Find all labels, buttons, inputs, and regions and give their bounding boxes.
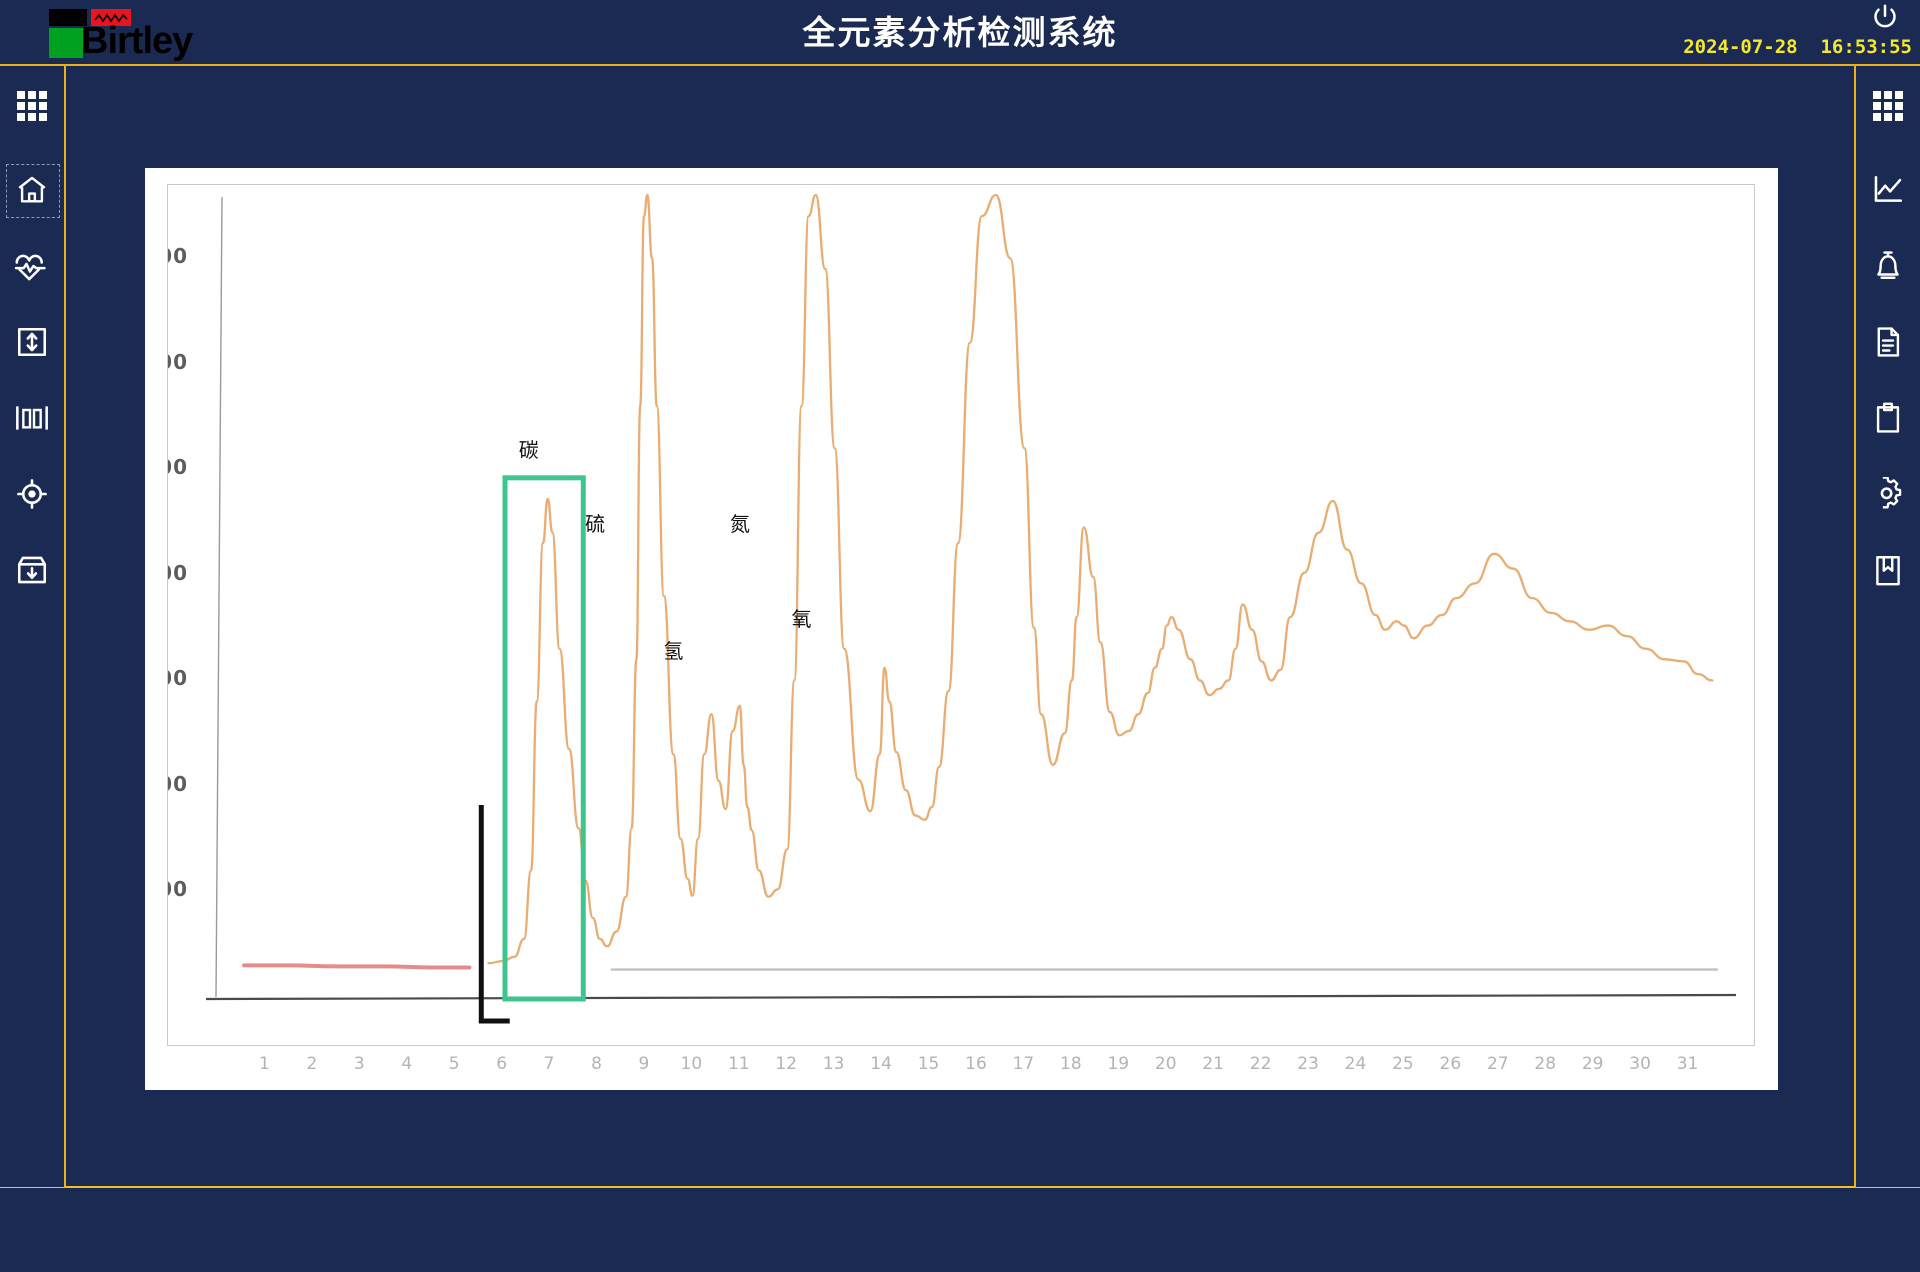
x-axis-tick-label: 17	[1012, 1054, 1035, 1074]
line-chart-icon	[1874, 175, 1903, 202]
peak-annotation-oxygen: 氧	[791, 607, 812, 632]
x-axis-tick-label: 20	[1154, 1054, 1177, 1074]
grid-icon	[17, 91, 47, 121]
y-axis-tick-label: 100	[168, 877, 188, 902]
x-axis-tick-label: 11	[727, 1054, 750, 1074]
logo-waveform-icon	[94, 13, 128, 23]
x-axis-tick-label: 4	[401, 1054, 413, 1074]
x-axis-tick-label: 19	[1107, 1054, 1130, 1074]
document-icon	[1877, 327, 1900, 357]
sidebar-item-settings[interactable]	[1856, 462, 1920, 526]
y-axis-tick-label: 200	[168, 771, 188, 796]
y-axis-tick-label: 700	[168, 244, 188, 269]
x-axis-tick-label: 10	[680, 1054, 703, 1074]
spectrum-trace-1	[242, 963, 472, 970]
x-axis-tick-label: 9	[638, 1054, 650, 1074]
x-axis-line	[205, 993, 1737, 1001]
logo-wordmark: Birtley	[81, 20, 193, 62]
page-title: 全元素分析检测系统	[802, 13, 1118, 52]
range-bracket-marker	[478, 804, 510, 1024]
x-axis-tick-label: 22	[1249, 1054, 1272, 1074]
x-axis-tick-label: 5	[448, 1054, 460, 1074]
x-axis-tick-label: 1	[259, 1054, 270, 1074]
chart-panel: 100200300400500600700碳硫氢氮氧 1234567891011…	[145, 168, 1778, 1090]
spectrum-trace-0	[487, 193, 1714, 965]
right-sidebar-divider	[1854, 66, 1856, 1187]
sidebar-item-alarm[interactable]	[1856, 234, 1920, 298]
grid-icon	[1873, 91, 1903, 121]
sidebar-item-report[interactable]	[1856, 386, 1920, 450]
x-axis-tick-label: 21	[1202, 1054, 1224, 1074]
bar-chart-icon	[16, 406, 48, 430]
peak-annotation-carbon: 碳	[518, 438, 539, 463]
peak-annotation-nitrogen: 氮	[729, 512, 750, 537]
x-axis-tick-label: 27	[1486, 1054, 1509, 1074]
x-axis-tick-label: 29	[1581, 1054, 1604, 1074]
sidebar-item-monitor[interactable]	[0, 234, 64, 298]
x-axis-tick-label: 12	[775, 1054, 798, 1074]
x-axis-tick-label: 6	[496, 1054, 508, 1074]
logo-black-block	[49, 9, 87, 26]
selection-box	[502, 475, 586, 1002]
target-icon	[17, 479, 47, 509]
x-axis-tick-label: 28	[1534, 1054, 1557, 1074]
bottom-divider	[0, 1186, 1920, 1188]
vertical-arrows-icon	[17, 327, 47, 357]
x-axis-tick-label: 8	[591, 1054, 602, 1074]
clipboard-icon	[1876, 402, 1900, 433]
sidebar-item-records[interactable]	[1856, 310, 1920, 374]
y-axis-tick-label: 400	[168, 560, 188, 585]
peak-annotation-hydrogen: 氢	[663, 638, 684, 663]
logo-red-block	[91, 9, 131, 26]
header-divider	[0, 64, 1920, 66]
birtley-logo: Birtley	[24, 6, 193, 62]
pulse-heart-icon	[14, 254, 46, 281]
x-axis-tick-label: 13	[822, 1054, 845, 1074]
x-axis-tick-label: 14	[870, 1054, 892, 1074]
datetime-display: 2024-07-28 16:53:55	[1683, 36, 1912, 58]
x-axis-tick-label: 26	[1439, 1054, 1462, 1074]
peak-annotation-sulfur: 硫	[585, 512, 606, 537]
bell-icon	[1877, 251, 1899, 279]
app-header: Birtley 全元素分析检测系统 2024-07-28 16:53:55	[0, 0, 1920, 66]
power-icon[interactable]	[1870, 2, 1900, 32]
y-axis-tick-label: 300	[168, 666, 188, 691]
logo-green-block	[49, 28, 83, 58]
x-axis-tick-label: 18	[1060, 1054, 1082, 1074]
gear-icon	[1880, 477, 1902, 509]
left-sidebar	[0, 66, 64, 1187]
x-axis-tick-label: 7	[543, 1054, 555, 1074]
right-sidebar	[1856, 66, 1920, 1187]
x-axis-tick-label: 16	[965, 1054, 987, 1074]
sidebar-item-compare[interactable]	[0, 386, 64, 450]
x-axis-tick-label: 2	[306, 1054, 318, 1074]
y-axis-tick-label: 600	[168, 349, 188, 374]
sidebar-item-manual[interactable]	[1856, 538, 1920, 602]
sidebar-item-calibrate[interactable]	[0, 462, 64, 526]
y-axis-tick-label: 500	[168, 455, 188, 480]
left-sidebar-divider	[64, 66, 66, 1187]
x-axis-tick-label: 25	[1392, 1054, 1414, 1074]
spectrum-plot[interactable]	[168, 185, 1754, 1045]
y-axis-line	[215, 196, 223, 998]
sidebar-item-export[interactable]	[0, 538, 64, 602]
x-axis-tick-label: 15	[917, 1054, 940, 1074]
home-icon	[18, 176, 46, 203]
sidebar-item-panel[interactable]	[1856, 74, 1920, 138]
sidebar-item-home[interactable]	[0, 158, 64, 222]
sidebar-item-curve[interactable]	[1856, 158, 1920, 222]
plot-area[interactable]: 100 200 300 400 500 600 700 碳硫氢 氮氧	[167, 184, 1755, 1046]
x-axis-tick-label: 24	[1344, 1054, 1367, 1074]
book-icon	[1876, 556, 1900, 586]
sidebar-item-apps[interactable]	[0, 74, 64, 138]
x-axis-tick-label: 3	[353, 1054, 365, 1074]
x-axis-tick-label: 31	[1676, 1054, 1699, 1074]
x-axis-tick-label: 30	[1629, 1054, 1651, 1074]
download-box-icon	[17, 556, 47, 584]
sidebar-item-range[interactable]	[0, 310, 64, 374]
x-axis-tick-label: 23	[1297, 1054, 1319, 1074]
